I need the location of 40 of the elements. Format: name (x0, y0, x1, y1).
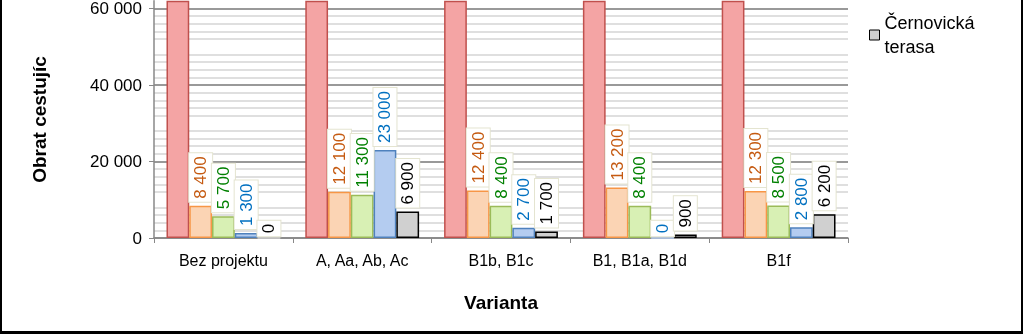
data-label: 2 700 (514, 178, 534, 221)
bar (305, 0, 329, 238)
data-label: 2 800 (791, 177, 811, 221)
data-label: 8 400 (630, 156, 650, 199)
y-axis-title: Obrat cestujíc (29, 55, 50, 183)
bar (444, 0, 467, 238)
data-label: 12 300 (746, 131, 766, 184)
y-tick-label: 20 000 (90, 152, 142, 171)
data-label: 6 900 (398, 162, 418, 205)
data-label: 8 400 (191, 156, 211, 199)
x-tick-label: Bez projektu (178, 251, 268, 269)
data-label: 13 200 (607, 128, 627, 181)
data-label: 12 400 (468, 131, 488, 184)
x-tick-label: B1b, B1c (468, 251, 534, 269)
x-axis-title: Varianta (464, 292, 539, 313)
data-label: 8 400 (491, 156, 511, 199)
x-tick-label: B1, B1a, B1d (592, 251, 687, 269)
bar (721, 0, 745, 238)
data-label: 23 000 (375, 91, 395, 144)
data-label: 1 700 (537, 181, 557, 225)
x-tick-label: A, Aa, Ab, Ac (315, 251, 409, 269)
data-label: 900 (675, 199, 695, 228)
bar (582, 0, 606, 238)
data-label: 0 (259, 223, 279, 234)
data-label: 12 100 (329, 132, 349, 185)
data-label: 6 200 (814, 164, 834, 208)
y-tick-label: 0 (132, 228, 142, 248)
bar (234, 233, 258, 238)
legend-label: Černovická terasa (884, 12, 980, 57)
data-label: 1 300 (236, 183, 256, 227)
bar (166, 0, 190, 238)
data-label: 0 (653, 223, 673, 234)
bar (512, 227, 536, 238)
data-label: 8 500 (769, 155, 789, 199)
data-label: 11 300 (352, 137, 372, 188)
data-label: 5 700 (213, 166, 233, 210)
bar (789, 227, 813, 238)
y-tick-label: 40 000 (90, 75, 142, 95)
x-tick-label: B1f (766, 251, 792, 269)
y-tick-label: 60 000 (90, 0, 142, 18)
